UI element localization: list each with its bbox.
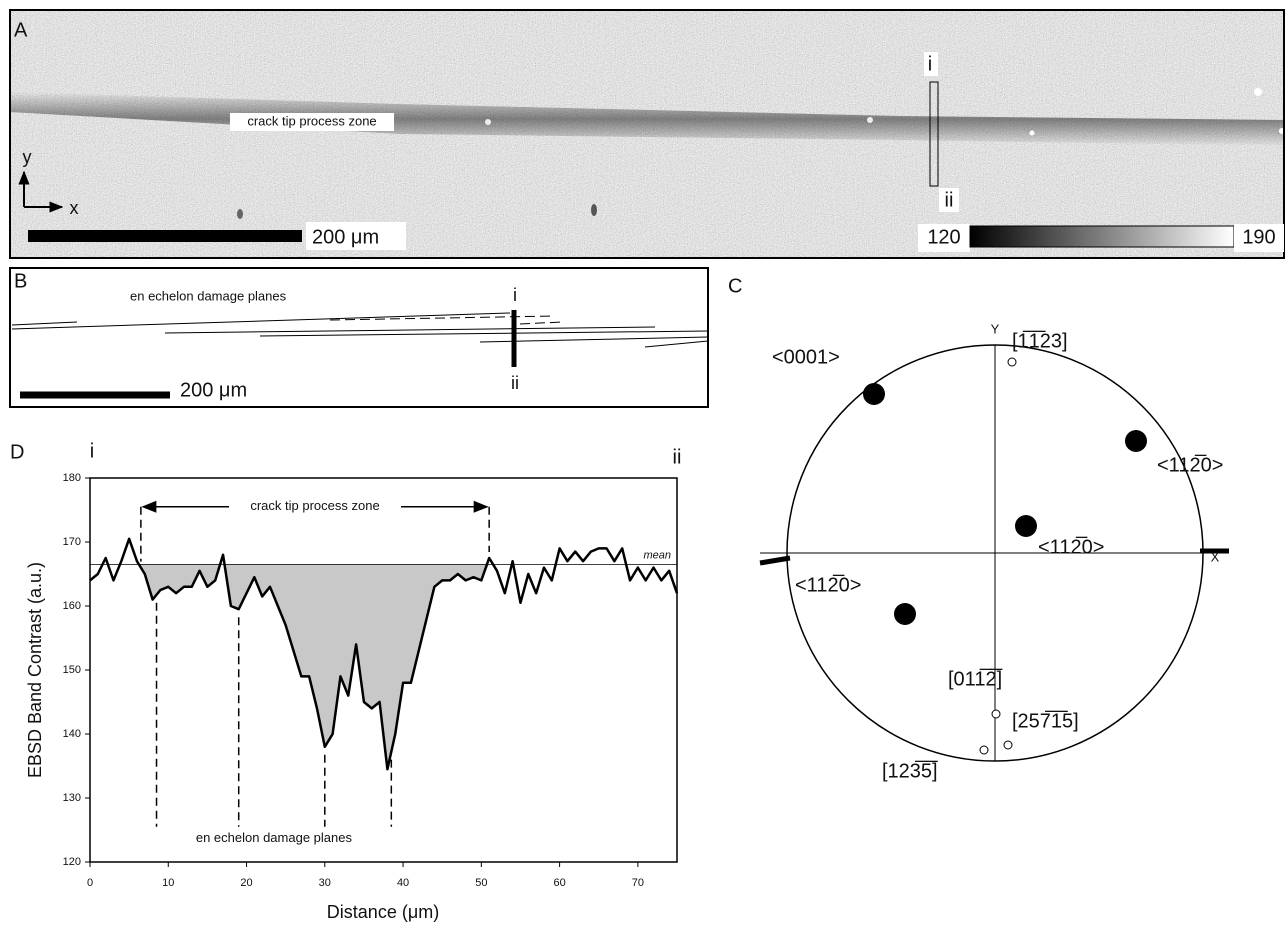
damage-plane xyxy=(329,315,556,321)
y-tick-label: 170 xyxy=(63,536,81,548)
x-tick-label: 30 xyxy=(319,877,331,889)
x-tick-label: 40 xyxy=(397,877,409,889)
speck xyxy=(591,204,597,216)
marker-label: i xyxy=(928,53,932,75)
colorbar-max: 190 xyxy=(1242,226,1275,248)
pole xyxy=(1125,430,1147,452)
scale-label: 200 μm xyxy=(312,226,379,248)
pole-label: [257̅1̅5] xyxy=(1012,709,1079,732)
pole xyxy=(1015,515,1037,537)
direction xyxy=(1003,740,1013,750)
speck xyxy=(237,209,243,219)
speck xyxy=(485,119,491,125)
x-tick-label: 60 xyxy=(553,877,565,889)
x-axis-title: Distance (μm) xyxy=(327,902,439,922)
axis-label: Y xyxy=(991,321,1000,336)
scale-bar xyxy=(28,230,302,242)
damage-label: en echelon damage planes xyxy=(196,830,353,845)
y-tick-label: 140 xyxy=(63,728,81,740)
pole-label: <112̅0> xyxy=(1038,535,1104,558)
mean-label: mean xyxy=(643,549,671,561)
label-box xyxy=(230,113,394,131)
panel-letter: C xyxy=(728,275,742,297)
data-line xyxy=(89,537,679,771)
damage-plane xyxy=(259,330,709,337)
label-box xyxy=(918,224,970,252)
axis-label: x xyxy=(70,198,79,218)
marker-label: ii xyxy=(945,189,954,211)
panel-frame xyxy=(9,267,709,408)
label-box xyxy=(229,497,402,516)
y-tick-label: 180 xyxy=(63,472,81,484)
marker-label: i xyxy=(90,440,94,462)
scale-label: 200 μm xyxy=(180,379,247,401)
colorbar xyxy=(969,225,1235,248)
speck xyxy=(867,117,873,123)
x-tick-label: 10 xyxy=(162,877,174,889)
panel-letter: A xyxy=(14,19,28,41)
y-axis-title: EBSD Band Contrast (a.u.) xyxy=(25,562,45,778)
panel-a: A crack tip process zone i ii y x 200 μm… xyxy=(9,9,1285,259)
damage-plane xyxy=(644,340,709,348)
damage-plane xyxy=(519,321,563,325)
x-tick-label: 70 xyxy=(632,877,644,889)
y-tick-label: 150 xyxy=(63,664,81,676)
y-tick-label: 160 xyxy=(63,600,81,612)
pole-label: <112̅0> xyxy=(1157,453,1223,476)
x-tick-label: 50 xyxy=(475,877,487,889)
pole-label: <0001> xyxy=(772,346,840,368)
axis-label: y xyxy=(23,147,32,167)
colorbar-min: 120 xyxy=(927,226,960,248)
y-tick-label: 120 xyxy=(63,856,81,868)
label-box xyxy=(1234,224,1284,252)
speck xyxy=(1029,130,1035,136)
pole-label: <112̅0> xyxy=(795,573,861,596)
label-box xyxy=(924,52,938,76)
deficit-area xyxy=(140,564,490,770)
damage-plane xyxy=(164,326,656,334)
zone-label: crack tip process zone xyxy=(250,498,379,513)
label-box xyxy=(939,188,959,212)
x-tick-label: 20 xyxy=(240,877,252,889)
direction xyxy=(979,745,989,755)
axis-stub xyxy=(759,555,791,566)
zone-label: crack tip process zone xyxy=(247,113,376,128)
marker-label: ii xyxy=(511,373,519,393)
marker-label: i xyxy=(513,285,517,305)
panel-letter: B xyxy=(14,270,27,292)
panel-b xyxy=(9,267,709,408)
panel-letter: D xyxy=(10,441,24,463)
x-tick-label: 0 xyxy=(87,877,93,889)
axis-label: X xyxy=(1211,549,1220,564)
speck xyxy=(1254,88,1262,96)
direction xyxy=(991,709,1001,719)
panel-title: en echelon damage planes xyxy=(130,288,287,303)
damage-plane xyxy=(479,336,709,343)
pole xyxy=(863,383,885,405)
panel-c: C Y X <0001> [1̅1̅23] <112̅0> <112̅0> <1… xyxy=(728,275,1229,782)
pole-label: [011̅2̅] xyxy=(948,667,1003,690)
pole-label: [1̅1̅23] xyxy=(1012,329,1068,352)
damage-plane xyxy=(11,321,78,326)
marker-label: ii xyxy=(673,446,682,468)
y-tick-label: 130 xyxy=(63,792,81,804)
profile-box xyxy=(929,81,939,187)
direction xyxy=(1007,357,1017,367)
pole-label: [123̅5̅] xyxy=(882,759,938,782)
crack-band xyxy=(10,92,1284,146)
pole xyxy=(894,603,916,625)
panel-frame xyxy=(9,9,1285,259)
damage-plane xyxy=(11,312,511,330)
label-box xyxy=(306,222,406,250)
